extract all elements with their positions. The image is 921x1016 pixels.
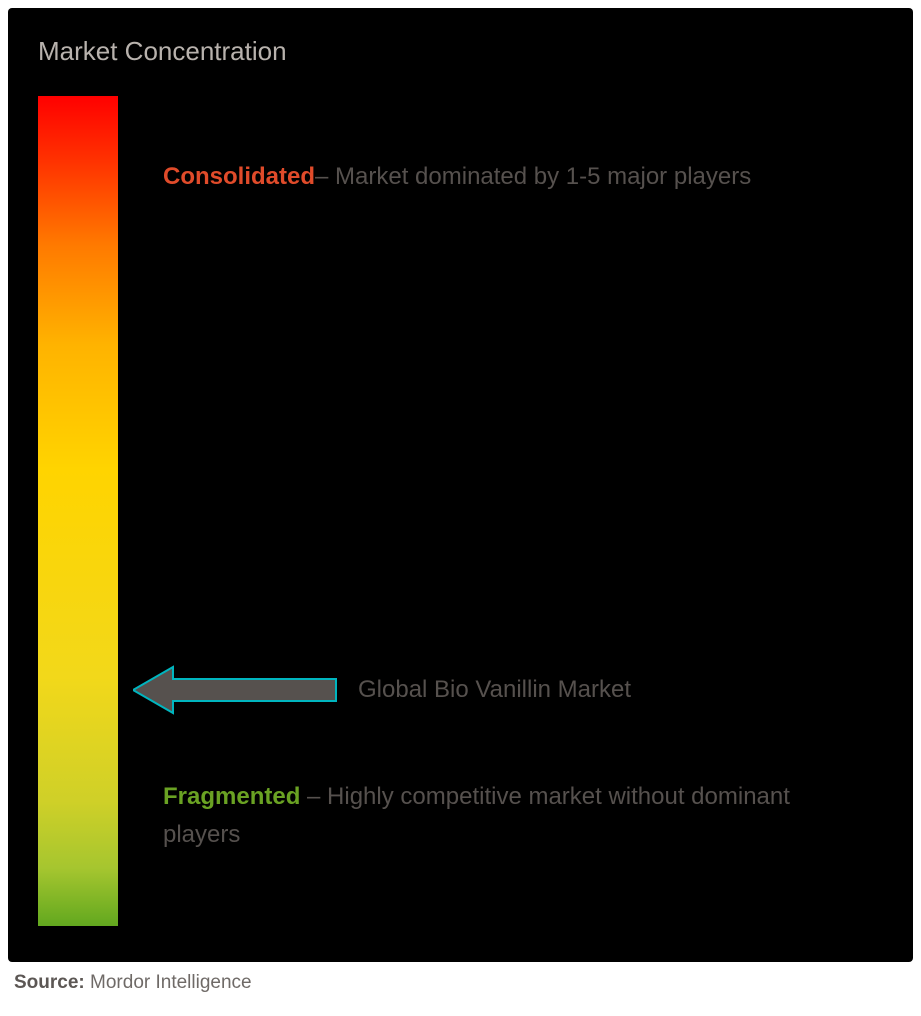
concentration-gradient-bar xyxy=(38,96,118,926)
source-value: Mordor Intelligence xyxy=(85,972,252,993)
card-title: Market Concentration xyxy=(38,36,287,67)
consolidated-label: Consolidated– Market dominated by 1-5 ma… xyxy=(163,160,863,194)
source-line: Source: Mordor Intelligence xyxy=(14,972,252,994)
infographic-card: Market Concentration Consolidated– Marke… xyxy=(8,8,913,962)
fragmented-label: Fragmented – Highly competitive market w… xyxy=(163,778,873,855)
consolidated-text: – Market dominated by 1-5 major players xyxy=(315,163,751,190)
pointer-arrow-icon xyxy=(133,665,338,715)
pointer-label: Global Bio Vanillin Market xyxy=(358,676,631,704)
source-label: Source: xyxy=(14,972,85,993)
consolidated-keyword: Consolidated xyxy=(163,163,315,190)
market-pointer: Global Bio Vanillin Market xyxy=(133,660,903,720)
fragmented-keyword: Fragmented xyxy=(163,783,300,810)
